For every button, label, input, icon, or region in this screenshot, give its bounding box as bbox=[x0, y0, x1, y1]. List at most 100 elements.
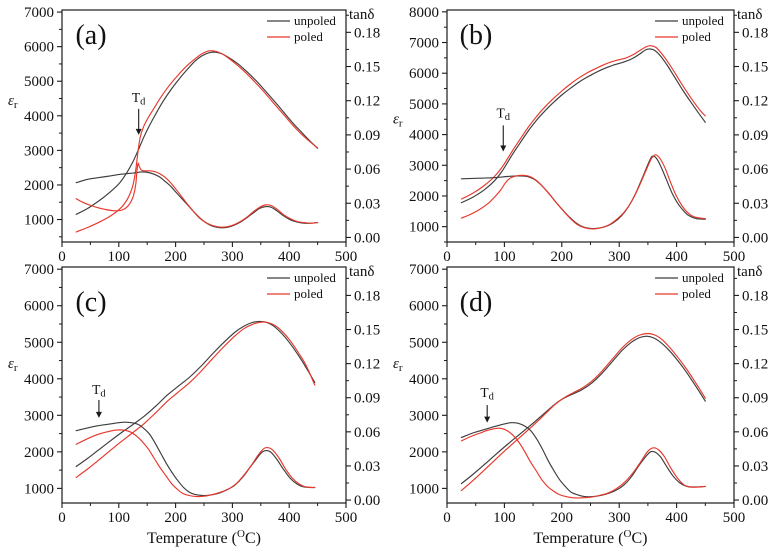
left-tick-label: 5000 bbox=[24, 335, 54, 351]
legend-label-unpoled: unpoled bbox=[294, 13, 336, 28]
right-tick-label: 0.12 bbox=[354, 357, 380, 373]
td-annotation-label: Td bbox=[480, 385, 494, 403]
left-tick-label: 2000 bbox=[409, 189, 439, 205]
left-tick-label: 7000 bbox=[409, 36, 439, 52]
curve-tan-poled bbox=[75, 429, 316, 498]
left-tick-label: 1000 bbox=[409, 220, 439, 236]
left-tick-label: 5000 bbox=[409, 97, 439, 113]
right-tick-label: 0.00 bbox=[742, 230, 768, 246]
left-tick-label: 6000 bbox=[409, 66, 439, 82]
x-tick-label: 400 bbox=[665, 249, 688, 265]
x-tick-label: 100 bbox=[493, 249, 516, 265]
curve-tan-poled bbox=[460, 154, 706, 230]
curve-er-unpoled bbox=[75, 51, 319, 215]
left-tick-label: 8000 bbox=[409, 5, 439, 21]
right-axis-label: tanδ bbox=[349, 7, 374, 23]
panel-letter: (a) bbox=[75, 20, 106, 51]
td-annotation-label: Td bbox=[497, 106, 511, 124]
left-tick-label: 1000 bbox=[24, 213, 54, 229]
td-arrow-head bbox=[135, 128, 142, 135]
legend-label-poled: poled bbox=[294, 29, 323, 44]
curve-er-unpoled bbox=[460, 335, 706, 485]
curve-tan-poled bbox=[460, 427, 706, 499]
td-arrow-head bbox=[500, 145, 507, 152]
x-axis-title: Temperature (OC) bbox=[534, 528, 648, 547]
right-tick-label: 0.06 bbox=[742, 162, 769, 178]
x-axis-title: Temperature (OC) bbox=[147, 528, 261, 547]
left-tick-label: 6000 bbox=[24, 299, 54, 315]
x-tick-label: 400 bbox=[278, 510, 301, 526]
right-tick-label: 0.15 bbox=[354, 60, 380, 76]
curve-er-poled bbox=[75, 50, 319, 233]
right-tick-label: 0.18 bbox=[742, 25, 768, 41]
left-tick-label: 3000 bbox=[24, 408, 54, 424]
left-axis-label: εr bbox=[8, 93, 18, 111]
right-tick-label: 0.12 bbox=[354, 94, 380, 110]
panel-a: 0 100 200 300 400 500 1000 2000 3000 4000 5000 6000… bbox=[8, 5, 381, 265]
right-tick-label: 0.15 bbox=[354, 323, 380, 339]
td-arrow-head bbox=[95, 411, 102, 418]
left-tick-label: 6000 bbox=[409, 299, 439, 315]
curve-er-unpoled bbox=[75, 320, 316, 468]
right-tick-label: 0.03 bbox=[742, 459, 768, 475]
curve-tan-unpoled bbox=[75, 171, 319, 229]
left-tick-label: 2000 bbox=[24, 178, 54, 194]
left-tick-label: 6000 bbox=[24, 40, 54, 56]
panel-b: 0 100 200 300 400 500 1000 2000 3000 4000 5000 6000… bbox=[393, 5, 769, 265]
left-tick-label: 3000 bbox=[409, 158, 439, 174]
right-tick-label: 0.09 bbox=[354, 128, 380, 144]
x-tick-label: 300 bbox=[221, 249, 244, 265]
panel-letter: (b) bbox=[460, 20, 493, 51]
x-tick-label: 300 bbox=[608, 510, 631, 526]
left-tick-label: 3000 bbox=[24, 143, 54, 159]
left-tick-label: 5000 bbox=[24, 74, 54, 90]
left-tick-label: 7000 bbox=[409, 262, 439, 278]
curve-tan-poled bbox=[75, 162, 319, 228]
left-tick-label: 1000 bbox=[24, 481, 54, 497]
legend-label-poled: poled bbox=[682, 286, 711, 301]
right-tick-label: 0.06 bbox=[354, 425, 381, 441]
panel-letter: (d) bbox=[460, 287, 493, 318]
left-tick-label: 4000 bbox=[409, 128, 439, 144]
right-tick-label: 0.06 bbox=[742, 425, 769, 441]
x-tick-label: 500 bbox=[335, 510, 358, 526]
x-tick-label: 300 bbox=[221, 510, 244, 526]
curve-tan-unpoled bbox=[460, 422, 706, 498]
legend-label-unpoled: unpoled bbox=[682, 13, 724, 28]
x-tick-label: 100 bbox=[108, 249, 131, 265]
right-tick-label: 0.09 bbox=[354, 391, 380, 407]
right-tick-label: 0.06 bbox=[354, 162, 381, 178]
left-tick-label: 3000 bbox=[409, 408, 439, 424]
x-tick-label: 0 bbox=[58, 249, 66, 265]
legend-label-unpoled: unpoled bbox=[294, 270, 336, 285]
panel-c: 0 100 200 300 400 500 1000 2000 3000 4000 5000 6000… bbox=[8, 262, 381, 547]
left-tick-label: 2000 bbox=[24, 445, 54, 461]
left-tick-label: 5000 bbox=[409, 335, 439, 351]
curve-er-poled bbox=[75, 321, 316, 478]
left-tick-label: 4000 bbox=[24, 109, 54, 125]
right-tick-label: 0.00 bbox=[354, 493, 380, 509]
right-tick-label: 0.15 bbox=[742, 60, 768, 76]
right-tick-label: 0.12 bbox=[742, 357, 768, 373]
x-tick-label: 0 bbox=[443, 510, 451, 526]
left-tick-label: 2000 bbox=[409, 445, 439, 461]
curve-er-poled bbox=[460, 45, 706, 200]
x-tick-label: 200 bbox=[164, 249, 187, 265]
x-tick-label: 400 bbox=[278, 249, 301, 265]
right-axis-label: tanδ bbox=[737, 7, 762, 23]
left-tick-label: 4000 bbox=[409, 372, 439, 388]
x-tick-label: 100 bbox=[108, 510, 131, 526]
x-tick-label: 500 bbox=[723, 249, 746, 265]
panel-d: 0 100 200 300 400 500 1000 2000 3000 4000 5000 6000… bbox=[393, 262, 769, 547]
left-axis-label: εr bbox=[8, 356, 18, 374]
x-tick-label: 200 bbox=[551, 249, 574, 265]
curve-tan-unpoled bbox=[75, 421, 316, 497]
x-tick-label: 500 bbox=[723, 510, 746, 526]
curve-er-poled bbox=[460, 332, 706, 492]
x-tick-label: 200 bbox=[164, 510, 187, 526]
x-tick-label: 500 bbox=[335, 249, 358, 265]
right-tick-label: 0.03 bbox=[354, 196, 380, 212]
right-tick-label: 0.00 bbox=[742, 493, 768, 509]
